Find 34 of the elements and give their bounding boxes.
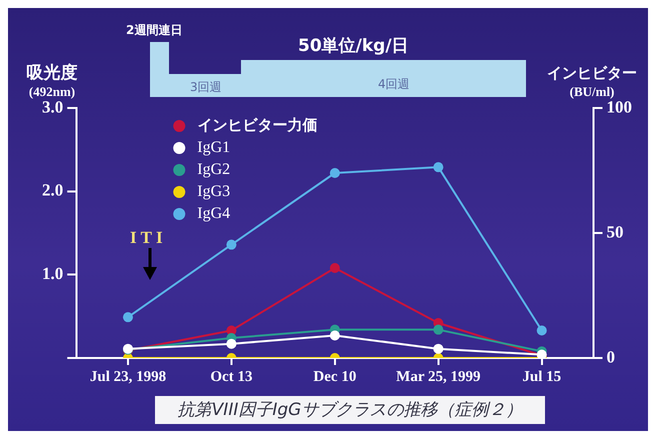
y2-axis-title: インヒビター (BU/ml): [547, 64, 637, 99]
y-axis-title: 吸光度 (492nm): [26, 63, 78, 99]
legend-label: IgG4: [197, 205, 230, 222]
y2-tick-label: 100: [606, 97, 632, 116]
legend-label: IgG2: [197, 161, 230, 178]
text: 2週間連日: [126, 22, 182, 39]
point: [536, 326, 547, 336]
y2-tick-label: 0: [606, 347, 615, 366]
legend-label: IgG3: [197, 183, 230, 200]
text: 50単位/kg/日: [298, 35, 409, 57]
x-tick-label: Oct 13: [210, 368, 252, 385]
legend-label: インヒビター力価: [197, 116, 318, 134]
x-tick-label: Jul 15: [522, 368, 562, 385]
point: [122, 312, 133, 322]
point: [226, 338, 236, 349]
y-tick-label: 3.0: [42, 97, 64, 116]
legend-label: IgG1: [197, 139, 230, 156]
point: [226, 240, 236, 250]
text: 3回週: [190, 79, 222, 96]
text: 抗第VIII因子IgGサブクラスの推移（症例２）: [155, 396, 545, 424]
point: [330, 263, 340, 273]
point: [433, 324, 444, 335]
y2-tick-label: 50: [606, 222, 624, 242]
annotation: ITI: [130, 228, 167, 248]
x-tick-label: Dec 10: [313, 368, 356, 385]
x-tick-label: Mar 25, 1999: [396, 368, 480, 385]
x-tick-label: Jul 23, 1998: [90, 368, 166, 385]
point: [330, 168, 340, 178]
point: [433, 162, 444, 172]
y-tick-label: 1.0: [42, 264, 64, 284]
point: [330, 330, 340, 340]
y-tick-label: 2.0: [42, 180, 64, 200]
text: 4回週: [378, 76, 410, 93]
point: [433, 344, 444, 354]
